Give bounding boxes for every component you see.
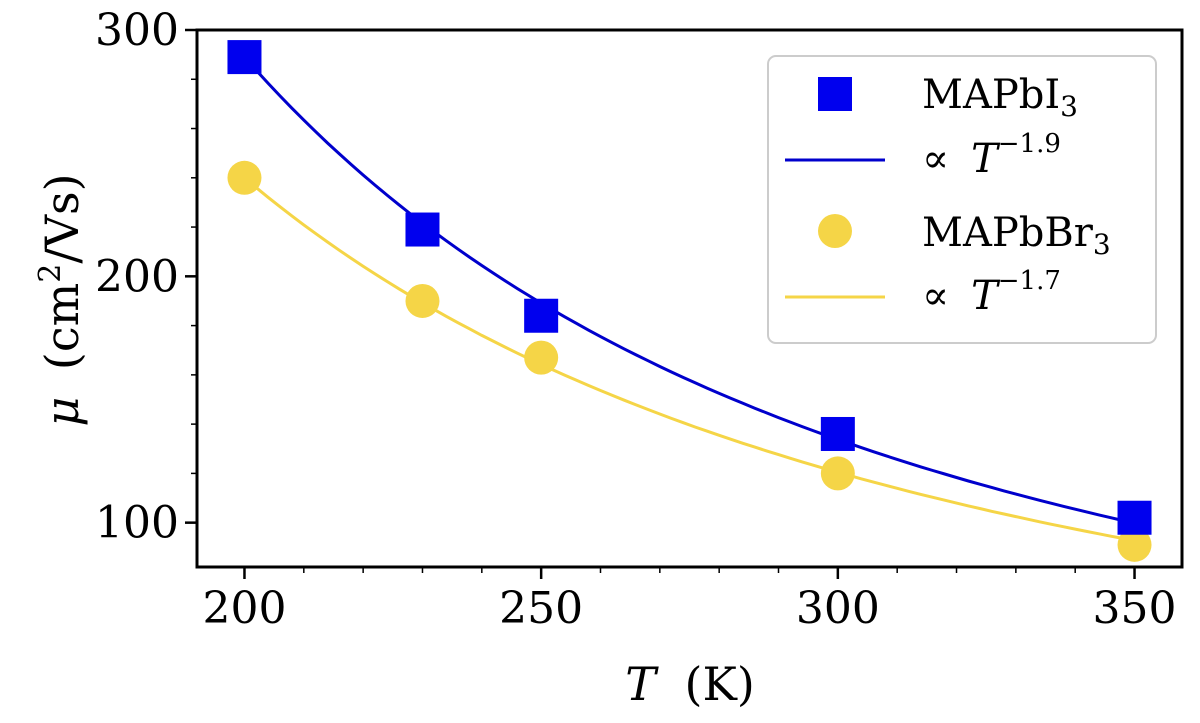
y-axis-label: μ (cm2/Vs) [33,173,89,426]
data-point-mapbi3-250 [524,298,559,333]
legend-entry-fit-mapbbr3: ∝ T−1.7 [785,266,1061,319]
x-axis-label-var: T [625,657,659,711]
x-axis-label-unit: (K) [685,657,755,711]
data-point-mapbbr3-200 [227,160,262,195]
data-point-mapbbr3-250 [524,340,559,375]
legend-fit2-sup: −1.7 [998,266,1061,296]
legend-fit2-prefix: ∝ [922,273,949,319]
data-point-mapbbr3-350 [1117,527,1152,562]
fit-curve-mapbbr3 [243,176,1135,543]
data-point-mapbi3-350 [1117,500,1152,535]
plot-frame [195,28,1184,569]
x-tick-label: 250 [499,583,583,634]
data-point-mapbi3-300 [820,416,855,451]
legend-label-fit-mapbbr3: ∝ T−1.7 [922,266,1061,319]
legend: MAPbI3 ∝ T−1.9 MAPbBr3 ∝ T−1.7 [767,55,1157,344]
legend-label-mapbi3-sub: 3 [1060,90,1078,123]
legend-entry-fit-mapbi3: ∝ T−1.9 [785,129,1061,182]
legend-label-mapbi3: MAPbI3 [922,72,1078,123]
legend-fit1-var: T [971,136,1001,182]
legend-marker-circle [818,214,852,248]
y-tick-label: 100 [95,498,179,549]
legend-fit1-prefix: ∝ [922,136,949,182]
y-tick-label: 300 [95,5,179,56]
legend-fit2-var: T [971,273,1001,319]
x-tick-label: 200 [202,583,286,634]
fit-curve-mapbi3 [243,56,1135,525]
y-axis-label-unit-close: /Vs) [35,173,89,263]
legend-marker-square [818,77,852,111]
y-axis-label-unit-open: (cm [35,283,89,370]
legend-fit1-sup: −1.9 [998,129,1061,159]
y-axis-label-var: μ [35,397,89,427]
x-tick-label: 300 [796,583,880,634]
data-point-mapbi3-200 [227,40,262,75]
y-axis-label-unit-sup: 2 [33,264,68,283]
legend-label-mapbbr3: MAPbBr3 [922,210,1111,261]
axes: 200 250 300 350 100 200 300 [95,5,1184,634]
legend-entry-mapbbr3: MAPbBr3 [818,210,1111,261]
plot-area [227,40,1152,562]
legend-label-fit-mapbi3: ∝ T−1.9 [922,129,1061,182]
legend-entry-mapbi3: MAPbI3 [818,72,1078,123]
x-tick-label: 350 [1093,583,1177,634]
data-point-mapbi3-230 [405,212,440,247]
data-point-mapbbr3-230 [405,283,440,318]
x-axis-label: T (K) [625,657,755,711]
legend-label-mapbi3-base: MAPbI [922,72,1060,118]
legend-label-mapbbr3-sub: 3 [1093,228,1111,261]
y-tick-label: 200 [95,251,179,302]
legend-box [767,55,1157,344]
legend-label-mapbbr3-base: MAPbBr [922,210,1094,256]
data-point-mapbbr3-300 [820,456,855,491]
